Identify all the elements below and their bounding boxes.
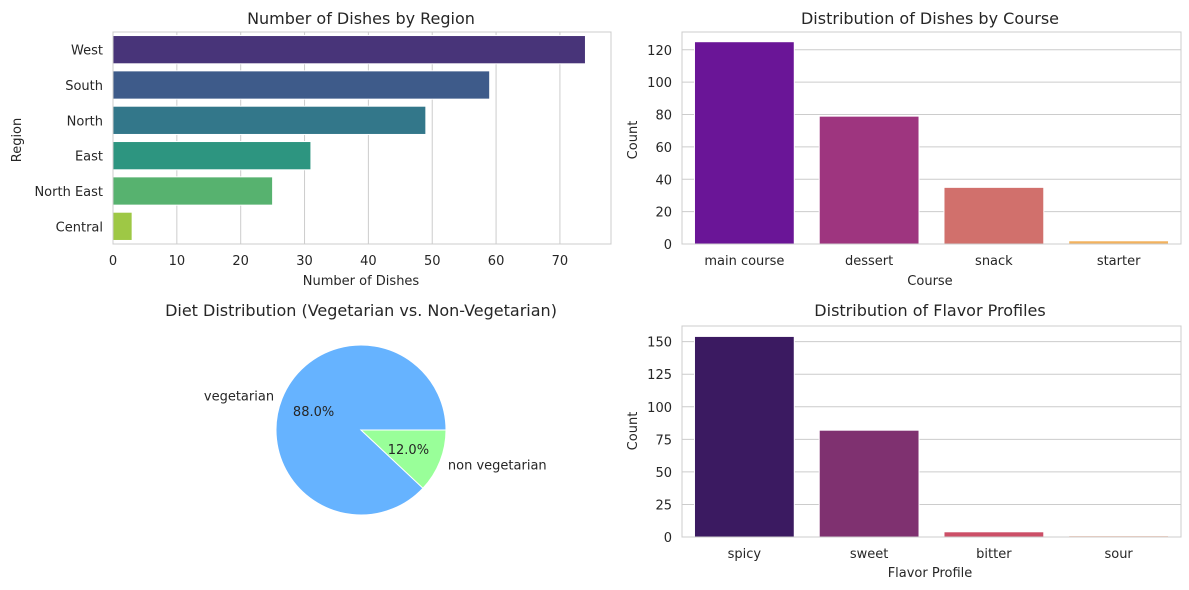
- region-y-axis-label: Region: [10, 118, 25, 163]
- flavor-y-tick-label: 50: [655, 466, 672, 481]
- flavor-x-tick-label: sour: [1104, 547, 1133, 562]
- region-y-tick-label: North: [67, 114, 103, 129]
- region-bar-chart: Number of Dishes by Region Number of Dis…: [10, 9, 612, 289]
- pie-slice-non-vegetarian: [359, 429, 447, 489]
- course-x-tick-label: dessert: [845, 254, 893, 269]
- region-bar-north-east: [112, 176, 274, 206]
- flavor-x-axis-label: Flavor Profile: [888, 566, 973, 581]
- flavor-x-tick-label: sweet: [850, 547, 889, 562]
- region-x-tick-label: 10: [169, 254, 186, 269]
- pie-label-non-vegetarian: non vegetarian: [448, 458, 547, 473]
- region-x-tick-label: 20: [232, 254, 249, 269]
- course-bar-snack: [943, 186, 1045, 245]
- flavor-bar-chart: Distribution of Flavor Profiles Flavor P…: [626, 301, 1182, 581]
- flavor-x-tick-label: bitter: [976, 547, 1012, 562]
- course-y-tick-label: 80: [655, 109, 672, 124]
- region-x-tick-label: 30: [296, 254, 313, 269]
- region-bar-south: [112, 70, 491, 100]
- flavor-y-tick-label: 150: [647, 336, 672, 351]
- pie-pct-vegetarian: 88.0%: [293, 405, 334, 420]
- flavor-x-tick-label: spicy: [728, 547, 762, 562]
- course-y-tick-label: 100: [647, 76, 672, 91]
- course-bar-chart: Distribution of Dishes by Course Course …: [626, 9, 1182, 289]
- pie-pct-non-vegetarian: 12.0%: [388, 443, 429, 458]
- region-axes-frame: [112, 31, 612, 245]
- region-chart-title: Number of Dishes by Region: [247, 9, 475, 28]
- course-x-tick-label: starter: [1097, 254, 1141, 269]
- region-y-tick-label: Central: [56, 220, 103, 235]
- region-y-tick-label: West: [71, 44, 103, 59]
- course-y-axis-label: Count: [626, 121, 641, 160]
- region-bar-north: [112, 105, 427, 135]
- region-x-tick-label: 0: [109, 254, 117, 269]
- flavor-bar-bitter: [943, 531, 1045, 538]
- course-x-tick-label: snack: [975, 254, 1013, 269]
- flavor-y-axis-label: Count: [626, 412, 641, 451]
- course-x-axis-label: Course: [907, 274, 952, 289]
- course-chart-title: Distribution of Dishes by Course: [801, 9, 1059, 28]
- region-x-tick-label: 50: [424, 254, 441, 269]
- flavor-y-tick-label: 25: [655, 498, 672, 513]
- course-y-tick-label: 60: [655, 141, 672, 156]
- course-axes-frame: [681, 31, 1182, 245]
- region-y-tick-label: South: [65, 79, 103, 94]
- flavor-y-tick-label: 100: [647, 401, 672, 416]
- flavor-axes-frame: [681, 325, 1182, 538]
- flavor-bar-sweet: [818, 429, 920, 538]
- course-y-tick-label: 40: [655, 173, 672, 188]
- course-x-tick-label: main course: [704, 254, 784, 269]
- course-bar-main-course: [693, 41, 795, 245]
- flavor-chart-title: Distribution of Flavor Profiles: [814, 301, 1045, 320]
- region-bar-central: [112, 211, 133, 241]
- flavor-y-tick-label: 0: [664, 531, 672, 546]
- diet-chart-title: Diet Distribution (Vegetarian vs. Non-Ve…: [165, 301, 557, 320]
- flavor-y-tick-label: 125: [647, 368, 672, 383]
- diet-pie-chart: Diet Distribution (Vegetarian vs. Non-Ve…: [165, 301, 557, 516]
- region-bar-west: [112, 35, 586, 65]
- region-x-tick-label: 70: [552, 254, 569, 269]
- course-bar-dessert: [818, 115, 920, 245]
- region-bar-east: [112, 141, 312, 171]
- flavor-bar-spicy: [693, 335, 795, 538]
- region-y-tick-label: North East: [34, 185, 103, 200]
- region-x-tick-label: 40: [360, 254, 377, 269]
- course-y-tick-label: 120: [647, 44, 672, 59]
- region-y-tick-label: East: [75, 150, 103, 165]
- flavor-y-tick-label: 75: [655, 433, 672, 448]
- course-y-tick-label: 20: [655, 206, 672, 221]
- course-y-tick-label: 0: [664, 238, 672, 253]
- pie-label-vegetarian: vegetarian: [204, 390, 274, 405]
- region-x-tick-label: 60: [488, 254, 505, 269]
- region-x-axis-label: Number of Dishes: [303, 274, 420, 289]
